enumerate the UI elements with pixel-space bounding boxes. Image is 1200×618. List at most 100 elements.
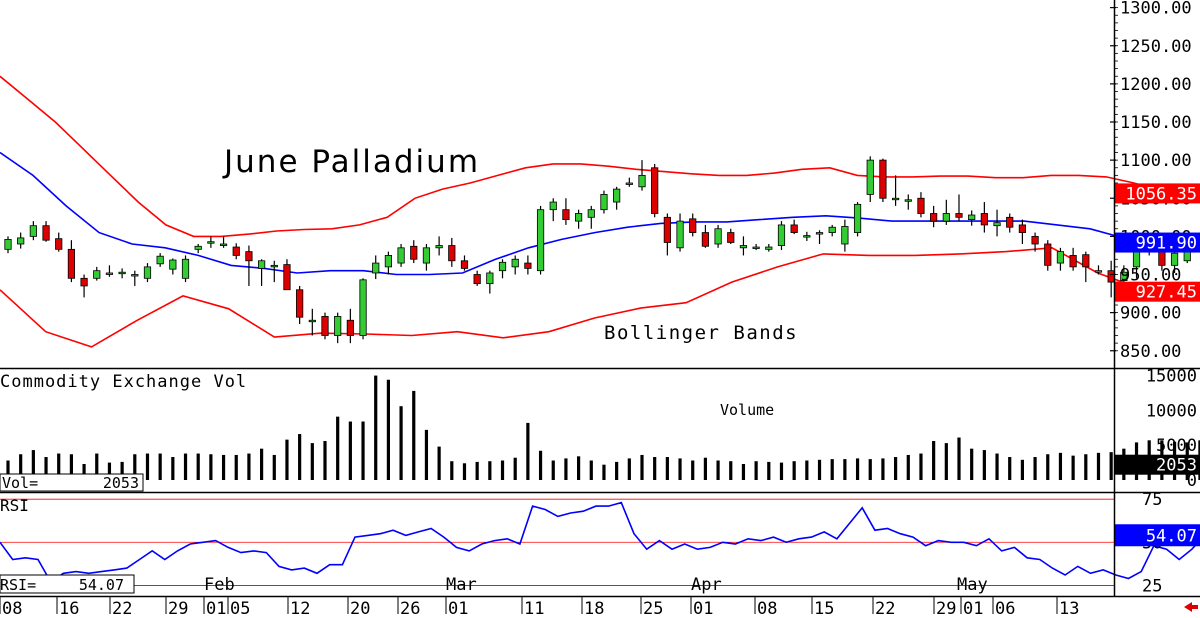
volume-bar: [703, 457, 707, 480]
month-label: Feb: [204, 575, 235, 595]
candle-body: [143, 266, 152, 279]
volume-bar: [57, 453, 61, 480]
candle-body: [67, 248, 75, 279]
volume-bar: [894, 457, 898, 480]
candle: [714, 224, 722, 248]
volume-bar: [729, 461, 733, 480]
candle: [435, 236, 443, 256]
rsi-readout-box: [0, 574, 135, 594]
candle-body: [917, 197, 925, 214]
candle: [815, 230, 824, 244]
candle: [283, 259, 291, 291]
rsi-readout-label: RSI=: [0, 576, 36, 594]
date-tick-label: 25: [643, 599, 663, 618]
candle-body: [549, 201, 557, 211]
volume-bar: [234, 454, 238, 480]
candle-body: [625, 182, 633, 185]
volume-bar: [69, 454, 73, 480]
candle-body: [651, 167, 659, 214]
candle: [118, 268, 126, 279]
lower-band-layer: [0, 246, 1190, 348]
candle: [245, 245, 253, 286]
candle-body: [689, 218, 697, 233]
candle: [1006, 213, 1014, 233]
candle: [1056, 247, 1065, 271]
candle: [422, 244, 431, 271]
candle-body: [511, 258, 519, 268]
candle-body: [232, 246, 240, 256]
candle-body: [980, 213, 988, 226]
candle-body: [270, 264, 278, 268]
date-tick-label: 15: [814, 599, 834, 618]
volume-bar: [538, 450, 543, 480]
volume-bar: [6, 460, 10, 480]
volume-bar: [44, 457, 48, 480]
volume-bar: [843, 459, 847, 480]
candle-body: [118, 271, 126, 275]
volume-bar: [272, 454, 276, 480]
bollinger-bands-label: Bollinger Bands: [604, 322, 798, 344]
candle: [752, 244, 760, 251]
candle: [219, 236, 228, 248]
candle: [486, 270, 494, 294]
candle-body: [968, 214, 976, 220]
volume-bar: [171, 457, 175, 480]
candle-body: [701, 232, 710, 247]
volume-bar: [336, 416, 340, 480]
volume-bar: [577, 456, 581, 480]
candle-body: [1056, 251, 1065, 264]
candle-body: [727, 232, 735, 243]
rsi-panel: RSI RSI= 54.07: [0, 496, 1200, 594]
candle: [67, 240, 75, 283]
upper-band-label-box: [1115, 183, 1200, 204]
date-tick-label: 22: [112, 599, 132, 618]
candle-body: [1094, 270, 1103, 273]
volume-bar: [995, 453, 999, 480]
date-tick-label: 12: [290, 599, 310, 618]
candle: [270, 260, 278, 283]
candle-body: [841, 226, 849, 245]
volume-bar: [767, 461, 771, 480]
candle: [194, 244, 202, 254]
volume-panel: Commodity Exchange Vol Volume Vol= 2053: [0, 372, 1200, 492]
volume-bar: [1046, 454, 1050, 480]
candle: [739, 236, 748, 256]
volume-bar: [386, 379, 390, 480]
candle: [1082, 251, 1090, 283]
scroll-left-arrow-icon[interactable]: [1184, 602, 1198, 612]
candle: [1044, 240, 1052, 271]
rsi-tick-label: 25: [1142, 576, 1162, 596]
volume-bar: [437, 446, 441, 480]
candle-body: [80, 277, 88, 287]
candle: [131, 270, 139, 286]
volume-readout-box: [0, 473, 144, 492]
candle-body: [422, 247, 431, 264]
date-tick-label: 11: [524, 599, 544, 618]
volume-bar: [1109, 452, 1113, 480]
date-tick-label: 01: [206, 599, 226, 618]
candle: [448, 237, 456, 267]
price-tick-label: 900.00: [1120, 304, 1181, 324]
date-tick-label: 01: [963, 599, 983, 618]
price-tick-label: 1200.00: [1120, 75, 1192, 95]
date-tick-label: 26: [400, 599, 420, 618]
volume-bar: [95, 453, 99, 480]
rsi-panel-title: RSI: [0, 496, 29, 515]
volume-current-value: 2053: [1156, 456, 1197, 476]
candle: [892, 175, 900, 206]
rsi-tick-label: 75: [1142, 490, 1162, 510]
candle-body: [283, 264, 291, 291]
candle-body: [1082, 254, 1090, 268]
candle-body: [676, 220, 684, 249]
candle: [296, 285, 304, 325]
date-tick-label: 01: [448, 599, 468, 618]
candle-body: [460, 260, 469, 269]
candle: [473, 270, 481, 286]
candle: [803, 231, 811, 241]
candle: [308, 308, 316, 336]
rsi-current-box: [1115, 524, 1200, 547]
date-tick-label: 08: [757, 599, 777, 618]
price-axis: 1300.001250.001200.001150.001100.001050.…: [1110, 0, 1200, 362]
candle: [1069, 247, 1077, 271]
